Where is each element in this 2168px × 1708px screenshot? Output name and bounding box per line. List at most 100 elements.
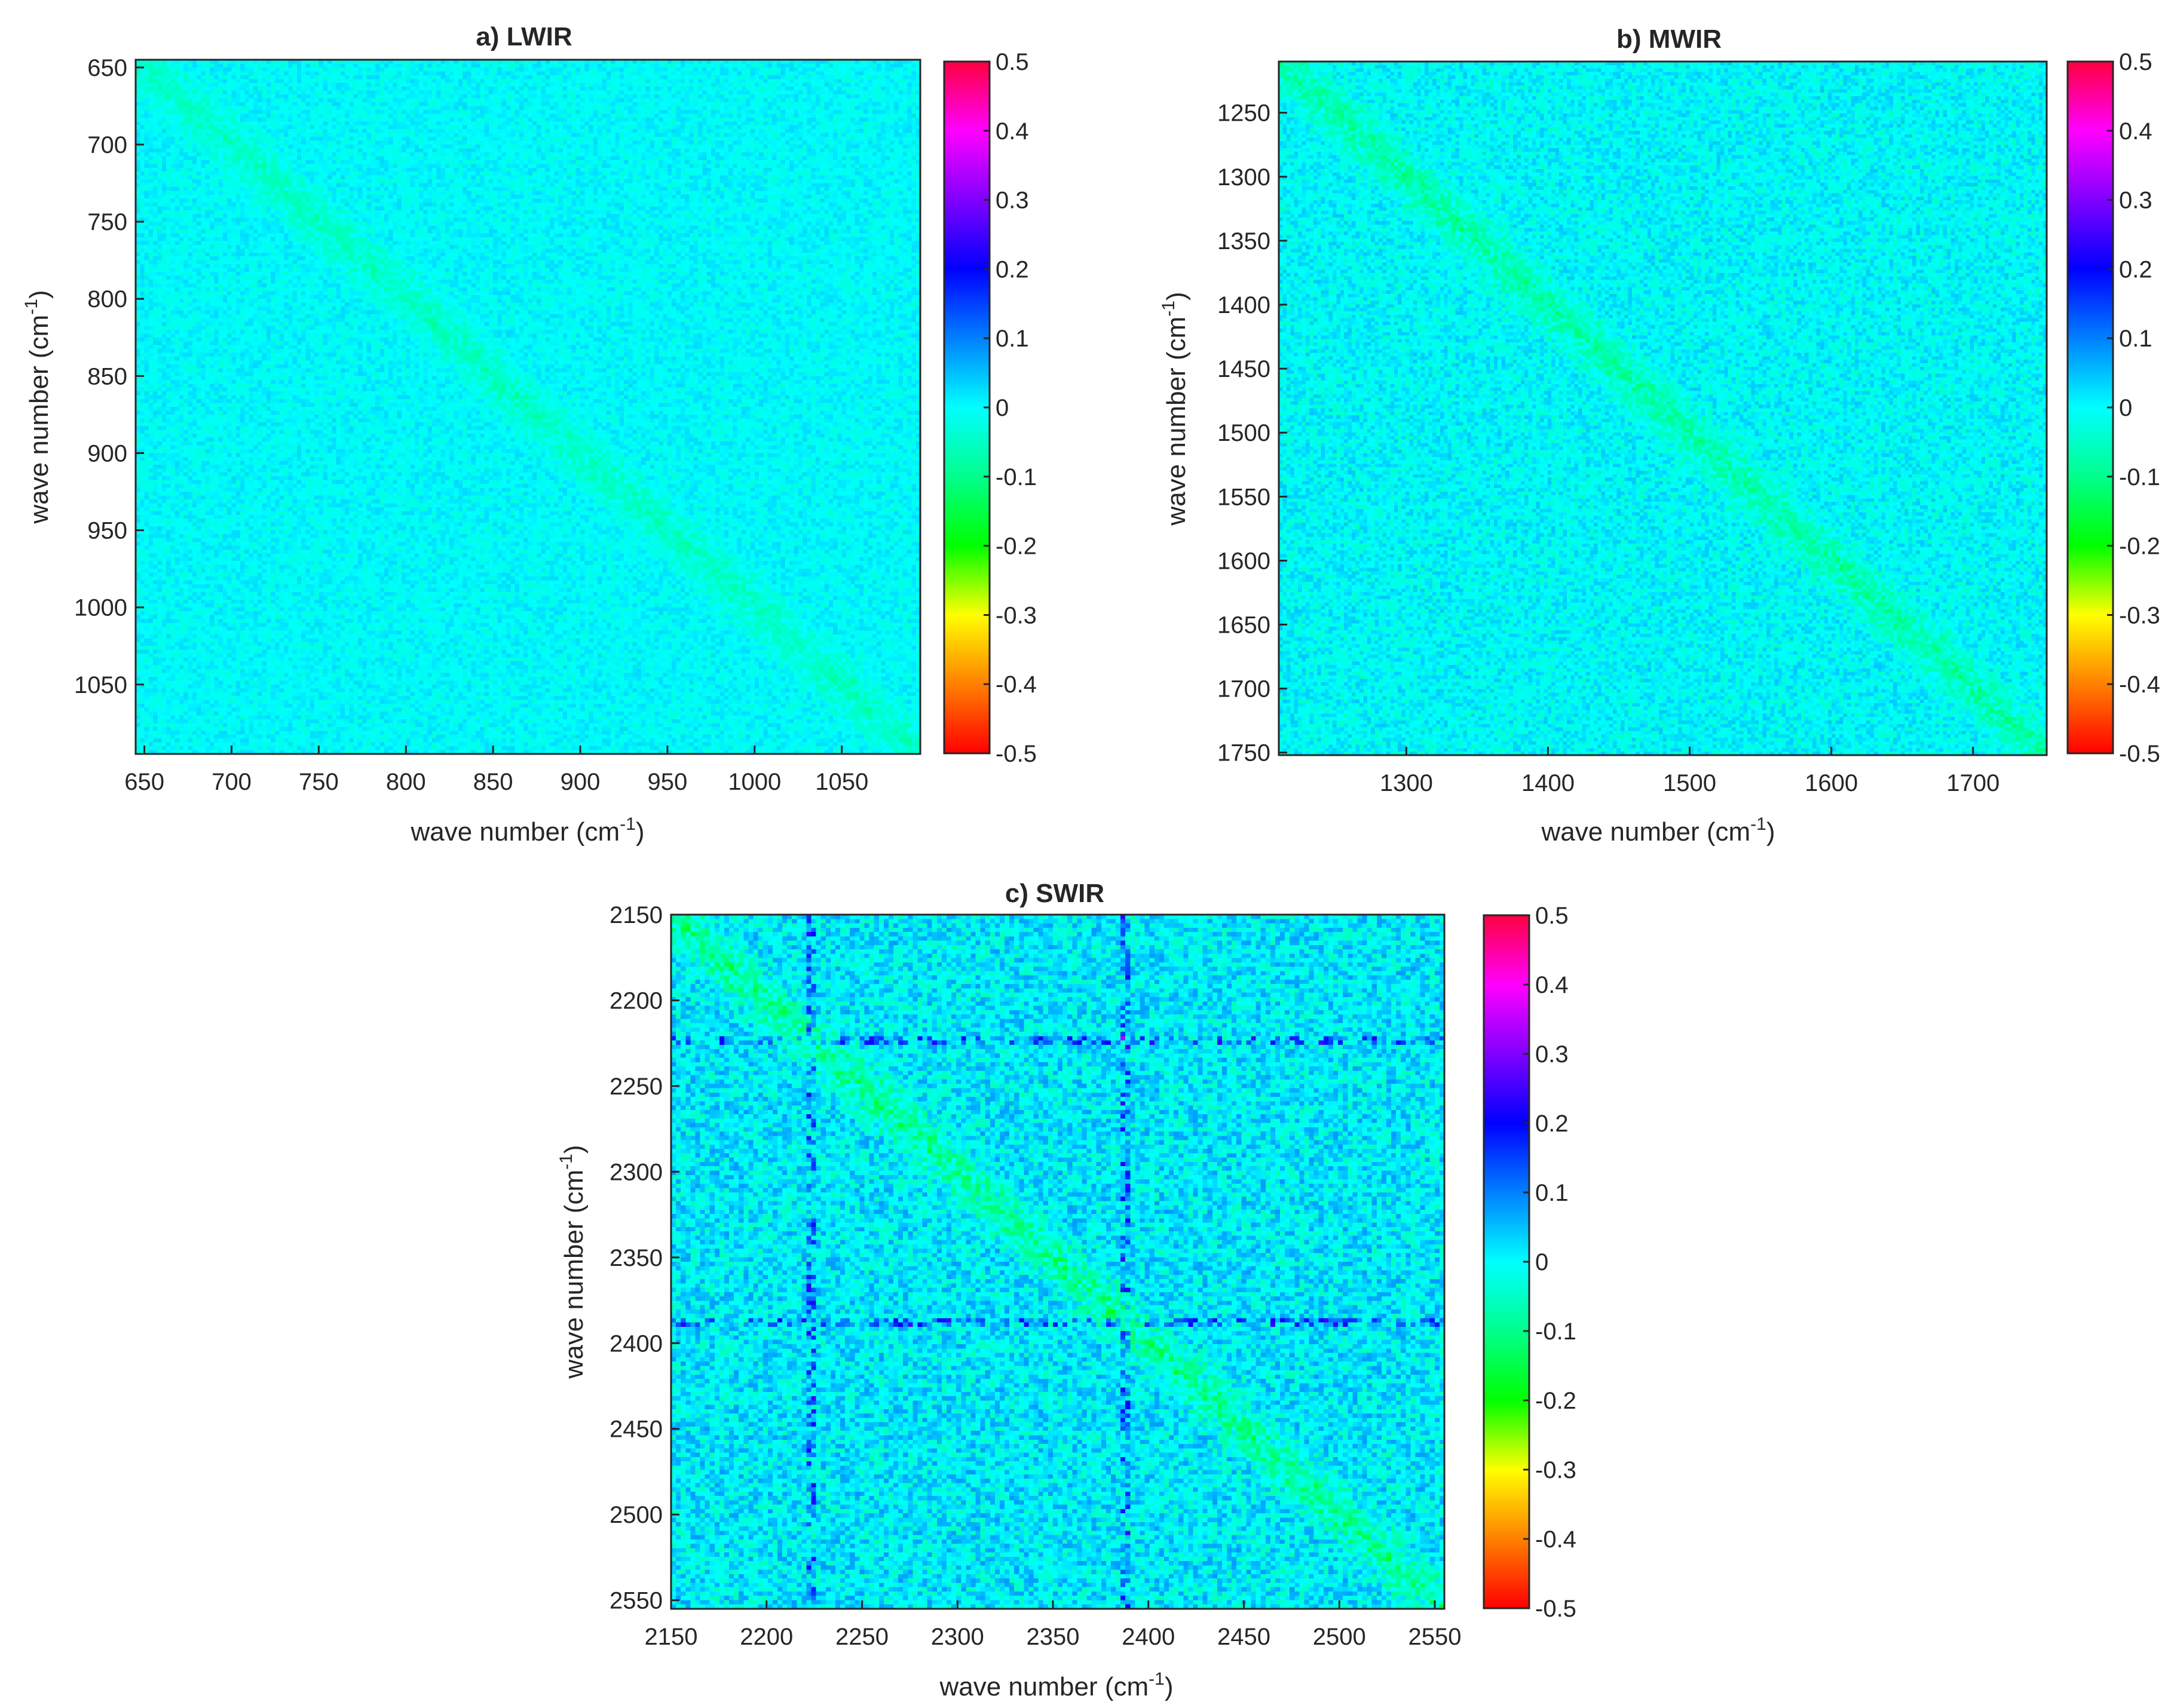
colorbar-tick-label: 0.3 (2119, 188, 2152, 214)
y-axis-label: wave number (cm-1) (22, 290, 54, 524)
y-tick-label: 2300 (610, 1159, 663, 1185)
colorbar-tick-label: 0.5 (2119, 49, 2152, 75)
y-tick-label: 1650 (1217, 612, 1270, 639)
colorbar (943, 60, 991, 755)
y-tick-label: 1400 (1217, 292, 1270, 318)
colorbar-tick-label: -0.1 (1535, 1318, 1576, 1345)
colorbar-tick-label: -0.1 (2119, 464, 2160, 490)
colorbar-tick-label: -0.5 (2119, 741, 2160, 767)
colorbar-tick-label: -0.3 (996, 602, 1037, 628)
x-axis-ticks: 2150 2200 2250 2300 2350 2400 2450 2500 2550 (645, 1600, 1462, 1650)
x-tick-label: 2200 (740, 1624, 793, 1650)
colorbar-tick-label: -0.4 (996, 671, 1037, 698)
colorbar-tick-label: 0.1 (1535, 1180, 1569, 1206)
x-tick-label: 2550 (1408, 1624, 1462, 1650)
colorbar (2066, 60, 2114, 755)
y-axis-ticks: 650 700 750 800 850 900 950 1000 1050 (74, 55, 144, 698)
chart-title: b) MWIR (1616, 24, 1722, 54)
colorbar-tick-label: -0.5 (996, 741, 1037, 767)
x-tick-label: 700 (212, 769, 252, 795)
colorbar-tick-label: -0.5 (1535, 1596, 1576, 1622)
colorbar-tick-label: 0.4 (1535, 972, 1569, 998)
colorbar-tick-label: 0.3 (996, 188, 1029, 214)
y-tick-label: 1350 (1217, 228, 1270, 254)
x-tick-label: 2500 (1313, 1624, 1366, 1650)
x-tick-label: 2350 (1027, 1624, 1080, 1650)
y-tick-label: 2500 (610, 1502, 663, 1528)
colorbar-tick-label: -0.1 (996, 464, 1037, 490)
x-tick-label: 650 (124, 769, 164, 795)
colorbar-tick-label: 0 (996, 395, 1009, 421)
colorbar-tick-label: -0.3 (2119, 602, 2160, 628)
x-tick-label: 1600 (1805, 770, 1858, 796)
colorbar-ticks: 0.5 0.4 0.3 0.2 0.1 0 -0.1 -0.2 -0.3 -0.4 -0.5 (1523, 903, 1576, 1622)
colorbar-tick-label: -0.4 (1535, 1526, 1576, 1553)
x-tick-label: 1400 (1521, 770, 1575, 796)
y-tick-label: 650 (87, 55, 127, 81)
y-tick-label: 2250 (610, 1074, 663, 1100)
y-axis-ticks: 2150 2200 2250 2300 2350 2400 2450 2500 2550 (610, 902, 679, 1614)
x-tick-label: 1300 (1380, 770, 1433, 796)
x-axis-label: wave number (cm-1) (410, 814, 644, 847)
colorbar-tick-label: 0.1 (996, 326, 1029, 352)
plot-frame (134, 59, 921, 755)
colorbar-tick-label: 0.2 (2119, 256, 2152, 283)
y-axis-label: wave number (cm-1) (1159, 292, 1191, 526)
y-tick-label: 1300 (1217, 164, 1270, 191)
colorbar-tick-label: -0.2 (2119, 533, 2160, 560)
colorbar-tick-label: -0.2 (996, 533, 1037, 560)
x-axis-label: wave number (cm-1) (1541, 814, 1775, 847)
heatmap-image (136, 60, 920, 754)
x-tick-label: 750 (299, 769, 339, 795)
y-axis-ticks: 1250 1300 1350 1400 1450 1500 1550 1600 1650 1700… (1217, 100, 1287, 766)
x-tick-label: 2150 (645, 1624, 698, 1650)
panel-lwir: a) LWIR 650 700 750 800 850 900 950 1000 1050 65… (22, 22, 1037, 847)
x-tick-label: 2450 (1217, 1624, 1270, 1650)
y-tick-label: 1600 (1217, 548, 1270, 574)
y-tick-label: 1500 (1217, 420, 1270, 446)
colorbar-tick-label: 0.2 (996, 256, 1029, 283)
y-axis-label: wave number (cm-1) (556, 1145, 589, 1379)
x-axis-label: wave number (cm-1) (939, 1669, 1173, 1701)
y-tick-label: 900 (87, 440, 127, 467)
y-tick-label: 2550 (610, 1588, 663, 1614)
panel-mwir: b) MWIR 1250 1300 1350 1400 1450 1500 1550 1600… (1159, 24, 2160, 847)
x-tick-label: 1700 (1946, 770, 1999, 796)
plot-frame (1278, 60, 2048, 756)
y-tick-label: 2400 (610, 1330, 663, 1357)
colorbar-tick-label: 0.5 (1535, 903, 1569, 929)
x-tick-label: 1500 (1663, 770, 1716, 796)
x-tick-label: 900 (561, 769, 601, 795)
x-tick-label: 2250 (835, 1624, 889, 1650)
colorbar-tick-label: 0 (2119, 395, 2132, 421)
x-tick-label: 1050 (815, 769, 868, 795)
y-tick-label: 1000 (74, 595, 127, 621)
y-tick-label: 2150 (610, 902, 663, 928)
colorbar-tick-label: 0.3 (1535, 1041, 1569, 1068)
y-tick-label: 1700 (1217, 676, 1270, 703)
colorbar-ticks: 0.5 0.4 0.3 0.2 0.1 0 -0.1 -0.2 -0.3 -0.4 -0.5 (2107, 49, 2160, 767)
x-tick-label: 1000 (728, 769, 781, 795)
y-tick-label: 1550 (1217, 484, 1270, 510)
heatmap-image (671, 915, 1444, 1609)
colorbar-tick-label: 0.4 (2119, 118, 2152, 145)
panel-swir: c) SWIR 2150 2200 2250 2300 2350 2400 2450 2500… (556, 879, 1576, 1701)
x-axis-ticks: 650 700 750 800 850 900 950 1000 1050 (124, 746, 868, 795)
y-tick-label: 1450 (1217, 356, 1270, 382)
colorbar-tick-label: 0.4 (996, 118, 1029, 145)
y-tick-label: 2350 (610, 1245, 663, 1271)
colorbar (1483, 914, 1530, 1609)
colorbar-tick-label: -0.3 (1535, 1457, 1576, 1483)
colorbar-tick-label: -0.4 (2119, 671, 2160, 698)
x-tick-label: 850 (473, 769, 513, 795)
x-axis-ticks: 1300 1400 1500 1600 1700 (1380, 747, 1999, 796)
colorbar-tick-label: 0.5 (996, 49, 1029, 75)
plot-frame (670, 913, 1446, 1610)
heatmap-image (1279, 62, 2047, 755)
y-tick-label: 850 (87, 363, 127, 390)
y-tick-label: 950 (87, 518, 127, 544)
y-tick-label: 1050 (74, 672, 127, 698)
colorbar-tick-label: 0.1 (2119, 326, 2152, 352)
colorbar-tick-label: -0.2 (1535, 1388, 1576, 1414)
